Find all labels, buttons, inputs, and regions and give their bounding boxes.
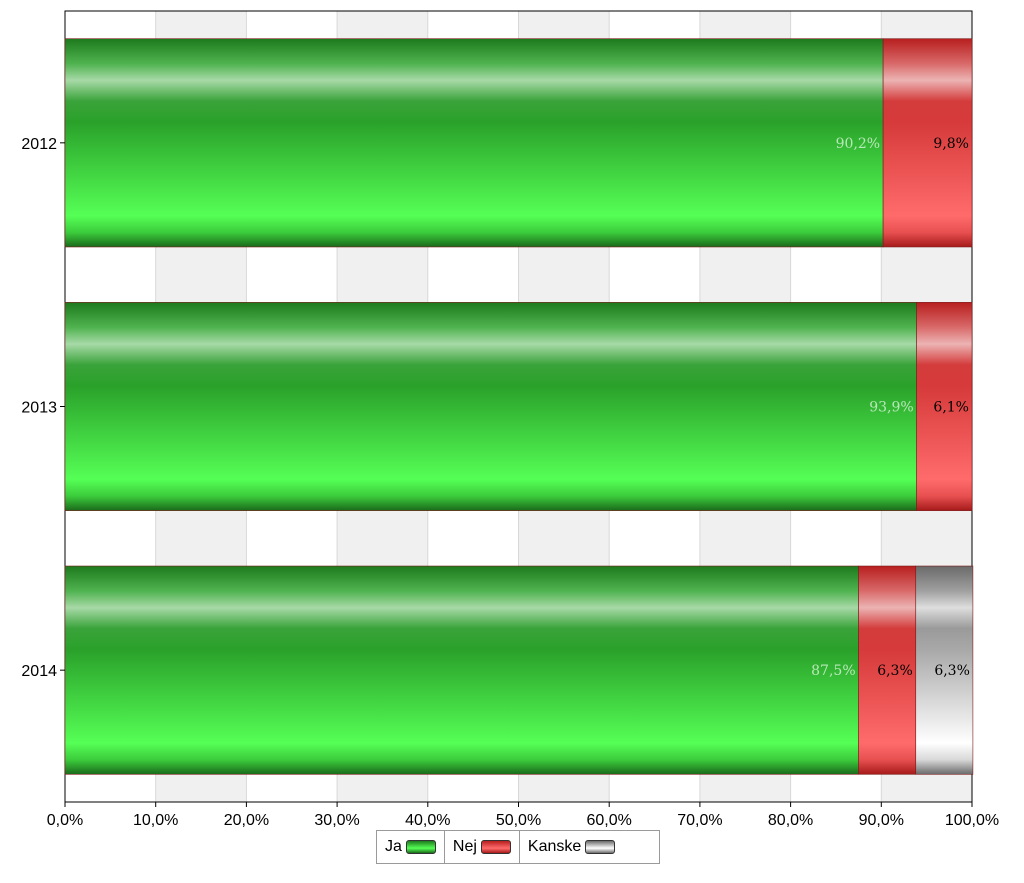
value-label-kanske-2014: 6,3% (934, 663, 970, 679)
value-label-ja-2014: 87,5% (811, 663, 855, 679)
legend-label-ja: Ja (385, 838, 402, 855)
bar-nej-2012 (882, 38, 973, 248)
legend-item-nej: Nej (445, 831, 520, 863)
legend-label-kanske: Kanske (527, 838, 582, 855)
x-tick-label: 0,0% (47, 812, 83, 829)
value-label-ja-2012: 90,2% (836, 136, 880, 152)
value-labels: 90,2% 9,8% 93,9% 6,1% 87,5% 6,3% 6,3% (811, 136, 970, 679)
category-labels: 2012 2013 2014 (21, 136, 65, 680)
bar-nej-2014 (858, 565, 917, 775)
legend-item-ja: Ja (377, 831, 445, 863)
bars (64, 38, 974, 775)
bar-ja-2013 (64, 302, 917, 511)
legend-swatch-kanske (585, 840, 616, 854)
x-tick-label: 100,0% (945, 812, 999, 829)
bar-kanske-2014 (915, 565, 974, 775)
legend-swatch-ja (405, 840, 436, 854)
x-tick-label: 50,0% (496, 812, 541, 829)
x-tick-label: 70,0% (677, 812, 722, 829)
x-tick-label: 60,0% (587, 812, 632, 829)
x-tick-label: 20,0% (224, 812, 269, 829)
x-tick-label: 30,0% (314, 812, 359, 829)
value-label-ja-2013: 93,9% (869, 400, 913, 416)
legend-item-kanske: Kanske (520, 831, 623, 863)
bar-ja-2014 (64, 565, 859, 775)
legend-swatch-nej (480, 840, 511, 854)
value-label-nej-2014: 6,3% (877, 663, 913, 679)
bar-nej-2013 (916, 302, 973, 511)
legend-label-nej: Nej (452, 838, 477, 855)
category-label: 2014 (21, 663, 57, 680)
x-tick-label: 10,0% (133, 812, 178, 829)
legend: Ja Nej Kanske (376, 830, 660, 864)
x-tick-label: 40,0% (405, 812, 450, 829)
bar-ja-2012 (64, 38, 884, 248)
value-label-nej-2013: 6,1% (933, 400, 969, 416)
x-axis-ticks: 0,0% 10,0% 20,0% 30,0% 40,0% 50,0% 60,0% 70,0% 8… (47, 802, 999, 829)
x-tick-label: 90,0% (859, 812, 904, 829)
value-label-nej-2012: 9,8% (933, 136, 969, 152)
x-tick-label: 80,0% (768, 812, 813, 829)
category-label: 2012 (21, 136, 57, 153)
category-label: 2013 (21, 400, 57, 417)
